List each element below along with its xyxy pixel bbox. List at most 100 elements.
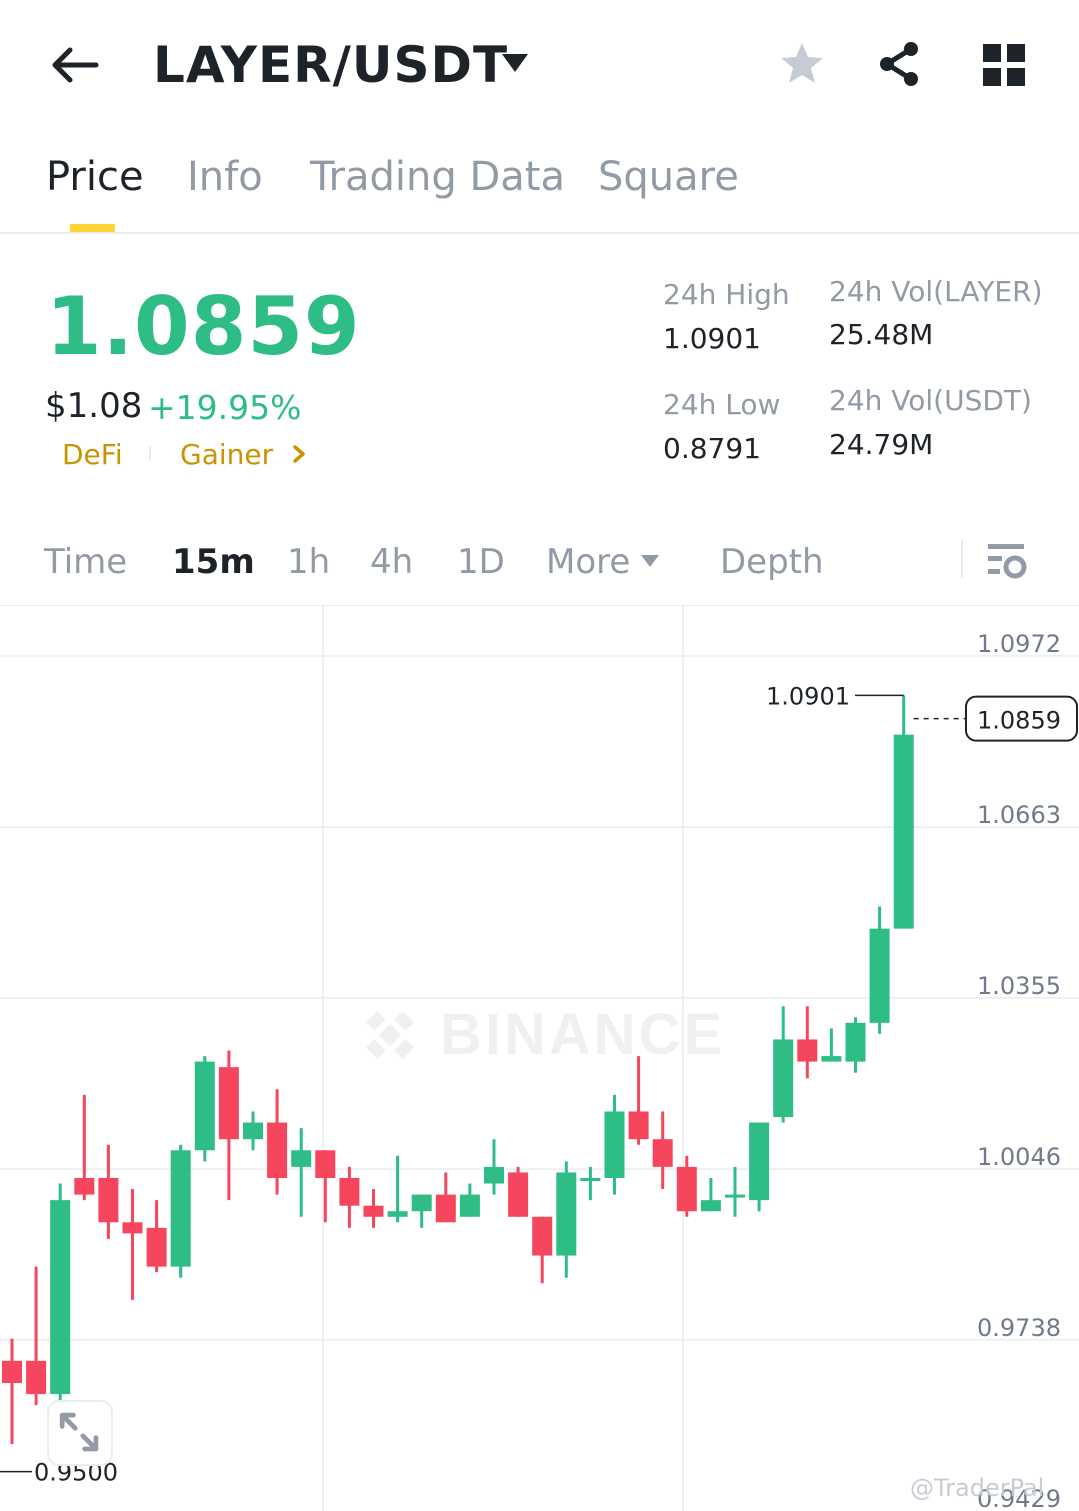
interval-4h[interactable]: 4h [370,542,414,582]
interval-bar: Time 15m 1h 4h 1D More Depth [0,530,1079,606]
candle-body [387,1211,408,1217]
candle-body [700,1200,721,1212]
candlestick-chart[interactable]: BINANCE 1.0972 1.0663 1.0355 1.0046 0.9738 0.… [0,606,1079,1511]
candle-body [532,1216,553,1256]
interval-depth[interactable]: Depth [720,542,824,582]
candle-body [411,1194,432,1212]
candle-body [363,1205,384,1217]
interval-1h[interactable]: 1h [287,542,331,582]
candle [556,1161,577,1278]
price-labels: 1.0972 1.0663 1.0355 1.0046 0.9738 0.9429 1.09… [0,630,1078,1511]
candle [26,1266,47,1406]
tag-defi[interactable]: DeFi [62,438,123,471]
interval-15m[interactable]: 15m [172,542,255,582]
candle-body [845,1022,866,1062]
tag-gainer[interactable]: Gainer [180,438,274,471]
candle-body [508,1172,529,1217]
top-bar: LAYER/USDT [0,0,1079,130]
candle-body [194,1061,215,1151]
candle [845,1017,866,1073]
candle [122,1189,143,1300]
candle-body [459,1194,480,1217]
candle [74,1094,95,1201]
interval-time[interactable]: Time [44,542,128,582]
candle-body [243,1122,263,1140]
share-icon[interactable] [875,40,923,88]
candle-body [218,1067,239,1140]
candle-body [725,1194,745,1198]
candle [700,1177,721,1212]
pair-title[interactable]: LAYER/USDT [153,36,509,94]
candle [315,1150,336,1223]
candle-body [773,1039,794,1118]
candle-body [821,1056,842,1062]
candle [459,1183,480,1217]
candle-body [74,1177,95,1195]
tab-price[interactable]: Price [46,154,144,200]
interval-more[interactable]: More [546,542,631,582]
tab-info[interactable]: Info [187,154,263,200]
candle [267,1089,288,1195]
candle [194,1056,215,1162]
candle-body [2,1360,22,1383]
candle-body [628,1111,649,1140]
candle-body [556,1172,577,1256]
candle-body [339,1177,360,1206]
caret-down-icon[interactable] [500,52,530,74]
candle-body [435,1194,456,1223]
interval-1d[interactable]: 1D [457,542,505,582]
candle-body [50,1200,71,1395]
candle-body [797,1039,818,1062]
chart-settings-icon[interactable] [986,542,1028,582]
candle [869,906,890,1034]
candles [2,695,914,1444]
stat-low-label: 24h Low [663,388,781,421]
candle [435,1172,456,1223]
candle [98,1144,119,1239]
candle-body [98,1177,119,1223]
candle [893,695,914,929]
candle-body [676,1166,697,1212]
candle [508,1166,529,1217]
candle [797,1006,818,1079]
chevron-right-icon[interactable] [290,443,308,465]
last-price: 1.0859 [46,280,361,373]
high-marker-label: 1.0901 [766,682,850,710]
grid-icon[interactable] [983,44,1025,86]
star-icon[interactable] [778,40,826,88]
y-tick-label: 0.9429 [977,1485,1061,1511]
credit-watermark: @TraderPal [910,1474,1045,1502]
y-tick-label: 1.0046 [977,1143,1061,1171]
stat-high-label: 24h High [663,278,790,311]
tab-square[interactable]: Square [598,154,739,200]
usd-price: $1.08 [45,386,143,426]
y-tick-label: 0.9738 [977,1314,1061,1342]
candle [387,1155,408,1223]
candle [532,1216,553,1284]
y-tick-label: 1.0663 [977,801,1061,829]
caret-down-icon[interactable] [640,554,660,568]
candle-body [291,1150,312,1167]
candle [652,1111,673,1190]
candle [604,1094,625,1195]
stat-vol-quote-label: 24h Vol(USDT) [829,384,1032,417]
stat-high-value: 1.0901 [663,322,761,355]
candle [411,1194,432,1228]
fullscreen-button[interactable] [47,1400,113,1466]
tab-trading-data[interactable]: Trading Data [310,154,565,200]
candle-body [869,928,890,1023]
candle-body [146,1227,167,1267]
candle [484,1139,504,1195]
tag-divider [149,446,151,460]
divider [961,540,963,578]
candle [363,1189,384,1228]
candle [821,1028,842,1062]
y-tick-label: 1.0355 [977,972,1061,1000]
candle-body [315,1150,336,1178]
candle [291,1128,312,1217]
candle [50,1183,71,1406]
chart-canvas[interactable]: BINANCE 1.0972 1.0663 1.0355 1.0046 0.9738 0.… [0,606,1079,1511]
back-arrow-icon[interactable] [50,40,100,90]
candle [773,1006,794,1123]
section-tabs: Price Info Trading Data Square [0,140,1079,234]
